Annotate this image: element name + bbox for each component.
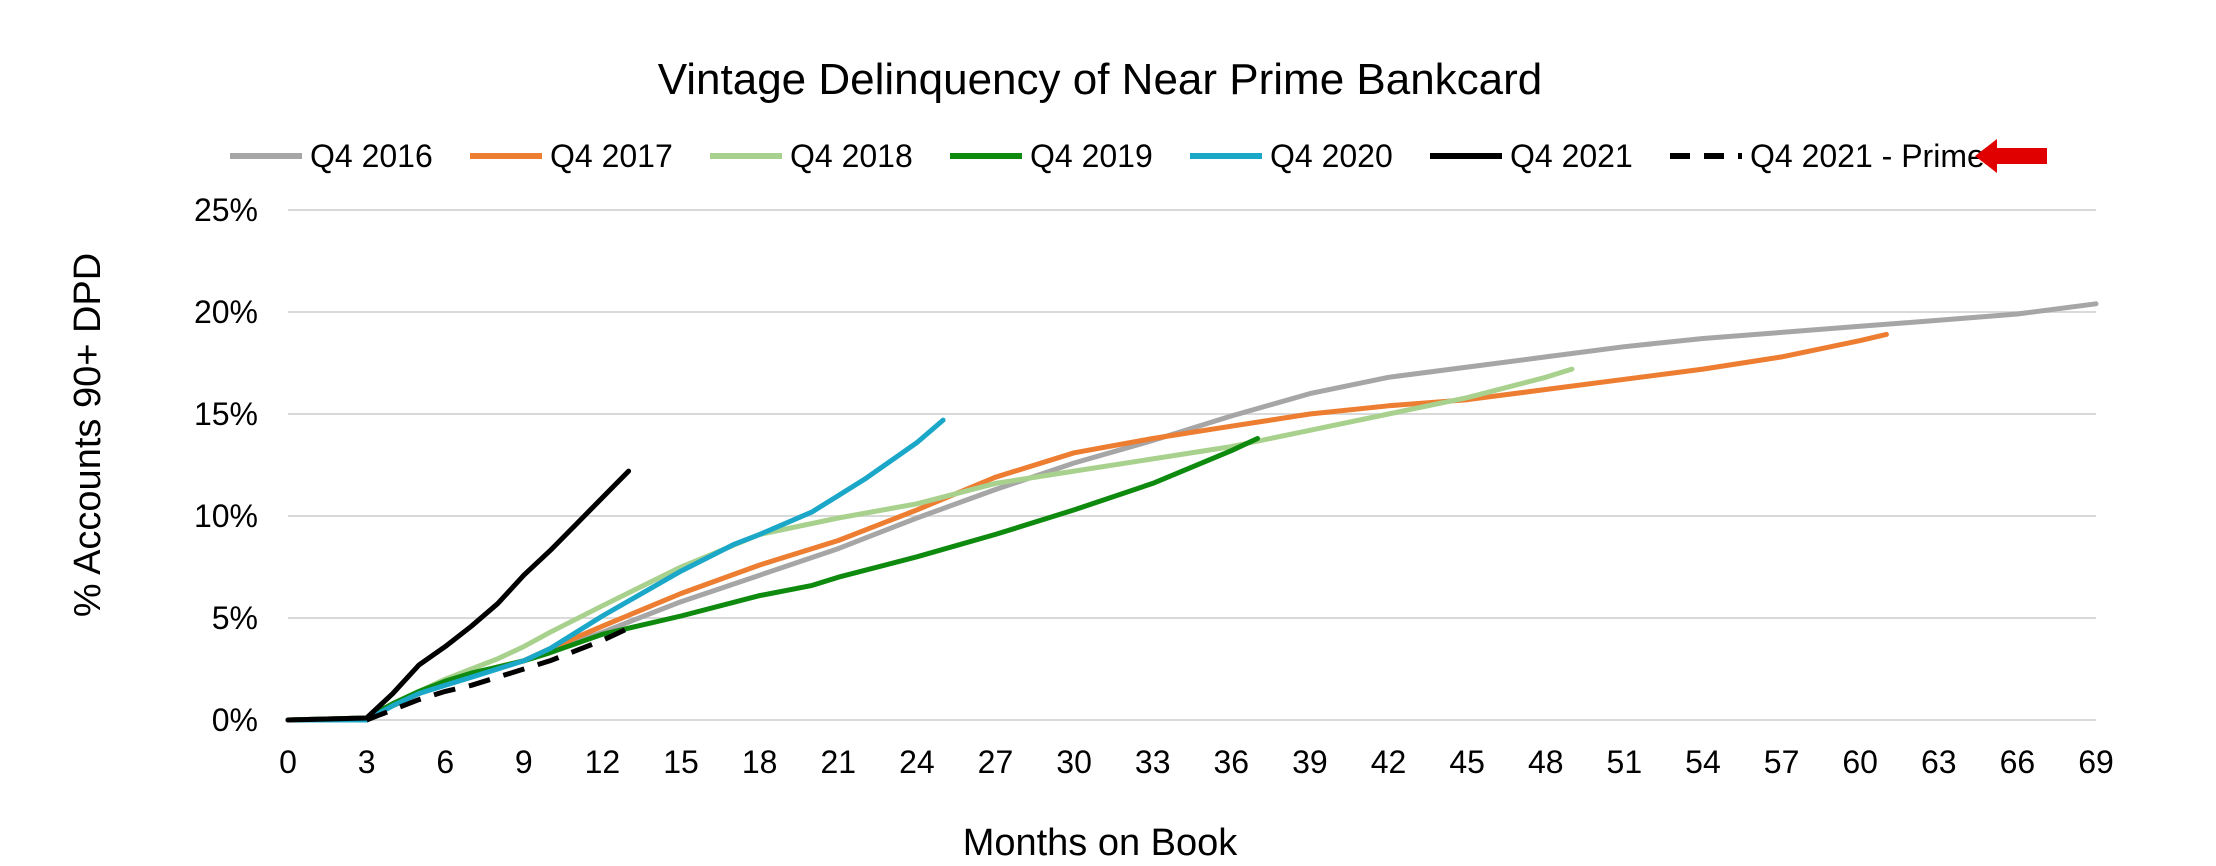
legend-item: Q4 2021 - Prime (1670, 138, 2047, 174)
red-arrow-icon (1975, 139, 2047, 173)
x-tick-label: 39 (1292, 744, 1328, 780)
series-line-q4-2018 (285, 366, 1575, 723)
x-tick-label: 48 (1528, 744, 1564, 780)
legend-label: Q4 2016 (310, 138, 433, 174)
y-axis-ticks: 0% 5% 10% 15% 20% 25% (194, 192, 258, 738)
legend-label: Q4 2019 (1030, 138, 1153, 174)
y-tick-label: 5% (212, 600, 258, 636)
legend-item: Q4 2018 (710, 138, 913, 174)
x-axis-ticks: 0 3 6 9 12 15 18 21 24 27 30 33 36 39 42 45 48 51 54 57 60 63… (279, 744, 2114, 780)
series-layer (285, 301, 2099, 723)
y-tick-label: 20% (194, 294, 258, 330)
series-line-q4-2016 (285, 301, 2099, 723)
x-tick-label: 66 (2000, 744, 2036, 780)
x-tick-label: 63 (1921, 744, 1957, 780)
y-axis-label: % Accounts 90+ DPD (67, 253, 109, 617)
x-tick-label: 3 (358, 744, 376, 780)
x-tick-label: 21 (820, 744, 856, 780)
y-tick-label: 15% (194, 396, 258, 432)
gridlines (288, 209, 2096, 721)
legend-label: Q4 2020 (1270, 138, 1393, 174)
x-tick-label: 45 (1449, 744, 1485, 780)
legend-item: Q4 2021 (1430, 138, 1633, 174)
x-tick-label: 33 (1135, 744, 1171, 780)
y-tick-label: 25% (194, 192, 258, 228)
x-tick-label: 15 (663, 744, 699, 780)
legend-label: Q4 2018 (790, 138, 913, 174)
x-tick-label: 18 (742, 744, 778, 780)
x-tick-label: 27 (978, 744, 1014, 780)
series-line-q4-2019 (285, 436, 1260, 723)
legend-item: Q4 2019 (950, 138, 1153, 174)
x-tick-label: 51 (1607, 744, 1643, 780)
series-line-q4-2020 (285, 417, 946, 723)
y-tick-label: 0% (212, 702, 258, 738)
x-tick-label: 9 (515, 744, 533, 780)
x-tick-label: 30 (1056, 744, 1092, 780)
legend: Q4 2016 Q4 2017 Q4 2018 Q4 2019 Q4 2020 Q4 20… (230, 138, 2047, 174)
x-tick-label: 42 (1371, 744, 1407, 780)
series-line-q4-2021 (285, 468, 632, 723)
x-tick-label: 57 (1764, 744, 1800, 780)
x-tick-label: 69 (2078, 744, 2114, 780)
x-axis-label: Months on Book (963, 822, 1239, 864)
x-tick-label: 54 (1685, 744, 1721, 780)
x-tick-label: 24 (899, 744, 935, 780)
legend-label: Q4 2017 (550, 138, 673, 174)
series-line-q4-2021-prime (365, 625, 630, 723)
x-tick-label: 60 (1842, 744, 1878, 780)
legend-item: Q4 2020 (1190, 138, 1393, 174)
chart-title: Vintage Delinquency of Near Prime Bankca… (658, 55, 1543, 104)
legend-label: Q4 2021 - Prime (1750, 138, 1985, 174)
x-tick-label: 6 (436, 744, 454, 780)
legend-item: Q4 2017 (470, 138, 673, 174)
legend-item: Q4 2016 (230, 138, 433, 174)
x-tick-label: 36 (1214, 744, 1250, 780)
legend-label: Q4 2021 (1510, 138, 1633, 174)
y-tick-label: 10% (194, 498, 258, 534)
x-tick-label: 12 (585, 744, 621, 780)
x-tick-label: 0 (279, 744, 297, 780)
